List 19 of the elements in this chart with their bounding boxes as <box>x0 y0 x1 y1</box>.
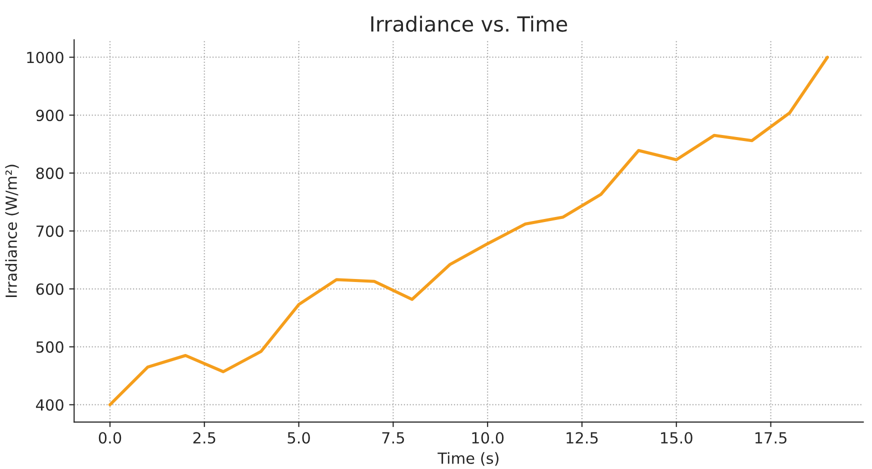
x-tick-label: 0.0 <box>98 432 122 444</box>
y-tick-label: 900 <box>36 110 64 122</box>
chart-title: Irradiance vs. Time <box>371 16 568 32</box>
y-tick-label: 800 <box>36 168 64 180</box>
x-tick-label: 10.0 <box>472 432 504 444</box>
y-tick-label: 600 <box>36 283 64 295</box>
y-tick-label: 400 <box>36 399 64 411</box>
x-tick-label: 15.0 <box>661 432 692 444</box>
x-tick-label: 17.5 <box>755 432 786 444</box>
y-axis-title: Irradiance (W/m²) <box>5 164 19 297</box>
x-tick-label: 12.5 <box>566 432 598 444</box>
line-series <box>108 56 829 406</box>
x-tick-label: 5.0 <box>288 432 310 444</box>
y-tick-label: 700 <box>36 225 64 238</box>
y-tick-label: 500 <box>36 341 64 353</box>
x-tick-label: 7.5 <box>382 432 404 444</box>
x-tick-label: 2.5 <box>193 432 216 444</box>
x-axis-title: Time (s) <box>438 452 498 466</box>
y-tick-label: 1000 <box>27 52 64 64</box>
